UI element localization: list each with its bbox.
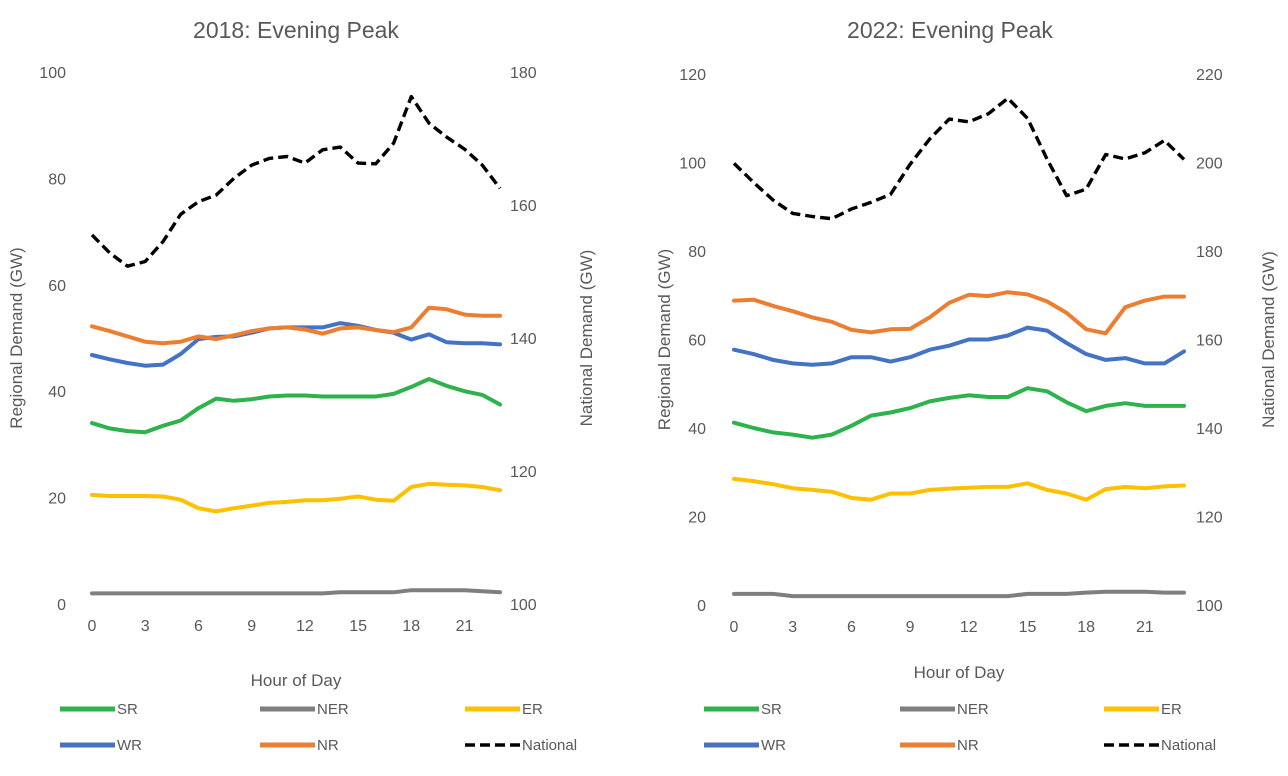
series-line-nr bbox=[90, 305, 502, 346]
legend-label: National bbox=[1161, 737, 1216, 754]
chart-2: 2022: Evening Peak0204060801001201001201… bbox=[655, 17, 1278, 754]
left-y-tick-label: 20 bbox=[688, 510, 706, 527]
x-tick-label: 3 bbox=[788, 619, 797, 636]
chart-title: 2018: Evening Peak bbox=[193, 17, 399, 43]
chart-title: 2022: Evening Peak bbox=[847, 17, 1053, 43]
right-y-tick-label: 200 bbox=[1196, 156, 1223, 173]
left-y-tick-label: 0 bbox=[57, 597, 66, 614]
left-y-tick-label: 40 bbox=[688, 421, 706, 438]
right-y-tick-label: 160 bbox=[1196, 333, 1223, 350]
x-tick-label: 15 bbox=[349, 618, 367, 635]
x-tick-label: 21 bbox=[456, 618, 474, 635]
series-line-national bbox=[732, 96, 1186, 221]
right-y-tick-label: 180 bbox=[510, 65, 537, 82]
x-tick-label: 9 bbox=[247, 618, 256, 635]
x-tick-label: 6 bbox=[847, 619, 856, 636]
series-line-wr bbox=[732, 325, 1186, 367]
right-y-tick-label: 180 bbox=[1196, 244, 1223, 261]
legend: SR NER ER WR NR National bbox=[60, 701, 577, 754]
x-tick-label: 18 bbox=[1077, 619, 1095, 636]
x-tick-label: 18 bbox=[402, 618, 420, 635]
x-tick-label: 15 bbox=[1019, 619, 1037, 636]
x-tick-label: 6 bbox=[194, 618, 203, 635]
series-line-ner bbox=[732, 589, 1186, 599]
legend-label: WR bbox=[761, 737, 786, 754]
right-y-tick-label: 220 bbox=[1196, 67, 1223, 84]
x-tick-label: 0 bbox=[730, 619, 739, 636]
legend-label: SR bbox=[761, 701, 782, 718]
left-y-tick-label: 80 bbox=[688, 244, 706, 261]
right-y-tick-label: 140 bbox=[1196, 421, 1223, 438]
x-tick-label: 12 bbox=[296, 618, 314, 635]
x-tick-label: 12 bbox=[960, 619, 978, 636]
legend-label: NR bbox=[957, 737, 979, 754]
legend-item-national: National bbox=[1104, 737, 1216, 754]
left-y-tick-label: 100 bbox=[679, 156, 706, 173]
legend-item-sr: SR bbox=[60, 701, 138, 718]
x-tick-label: 21 bbox=[1136, 619, 1154, 636]
x-tick-label: 0 bbox=[88, 618, 97, 635]
legend-item-ner: NER bbox=[260, 701, 349, 718]
x-axis-label: Hour of Day bbox=[251, 671, 342, 690]
legend-item-wr: WR bbox=[60, 737, 142, 754]
legend-label: WR bbox=[117, 737, 142, 754]
legend-item-nr: NR bbox=[900, 737, 979, 754]
legend-item-er: ER bbox=[465, 701, 543, 718]
x-axis-label: Hour of Day bbox=[914, 663, 1005, 682]
legend-item-ner: NER bbox=[900, 701, 989, 718]
legend-label: National bbox=[522, 737, 577, 754]
right-y-axis-label: National Demand (GW) bbox=[577, 250, 596, 427]
legend-item-er: ER bbox=[1104, 701, 1182, 718]
series-line-er bbox=[90, 481, 502, 514]
legend-label: NER bbox=[317, 701, 349, 718]
series-line-ner bbox=[90, 588, 502, 596]
legend-label: ER bbox=[522, 701, 543, 718]
right-y-tick-label: 160 bbox=[510, 198, 537, 215]
legend-label: SR bbox=[117, 701, 138, 718]
legend-label: ER bbox=[1161, 701, 1182, 718]
series-line-sr bbox=[90, 377, 502, 435]
legend-item-nr: NR bbox=[260, 737, 339, 754]
left-y-tick-label: 120 bbox=[679, 67, 706, 84]
left-y-axis-label: Regional Demand (GW) bbox=[7, 247, 26, 428]
left-y-tick-label: 60 bbox=[688, 333, 706, 350]
left-y-tick-label: 100 bbox=[39, 65, 66, 82]
right-y-tick-label: 120 bbox=[1196, 510, 1223, 527]
right-y-tick-label: 100 bbox=[1196, 598, 1223, 615]
left-y-axis-label: Regional Demand (GW) bbox=[655, 249, 674, 430]
legend-label: NR bbox=[317, 737, 339, 754]
x-tick-label: 3 bbox=[141, 618, 150, 635]
legend-item-sr: SR bbox=[704, 701, 782, 718]
left-y-tick-label: 80 bbox=[48, 171, 66, 188]
left-y-tick-label: 60 bbox=[48, 278, 66, 295]
legend-item-national: National bbox=[465, 737, 577, 754]
right-y-tick-label: 120 bbox=[510, 464, 537, 481]
right-y-tick-label: 140 bbox=[510, 331, 537, 348]
legend-item-wr: WR bbox=[704, 737, 786, 754]
series-line-nr bbox=[732, 290, 1186, 336]
x-tick-label: 9 bbox=[906, 619, 915, 636]
series-line-sr bbox=[732, 386, 1186, 440]
series-line-er bbox=[732, 476, 1186, 502]
right-y-axis-label: National Demand (GW) bbox=[1259, 251, 1278, 428]
left-y-tick-label: 40 bbox=[48, 384, 66, 401]
legend-label: NER bbox=[957, 701, 989, 718]
series-line-national bbox=[90, 94, 502, 268]
left-y-tick-label: 20 bbox=[48, 491, 66, 508]
left-y-tick-label: 0 bbox=[697, 598, 706, 615]
chart-1: 2018: Evening Peak0204060801001001201401… bbox=[7, 17, 596, 754]
right-y-tick-label: 100 bbox=[510, 597, 537, 614]
legend: SR NER ER WR NR National bbox=[704, 701, 1216, 754]
